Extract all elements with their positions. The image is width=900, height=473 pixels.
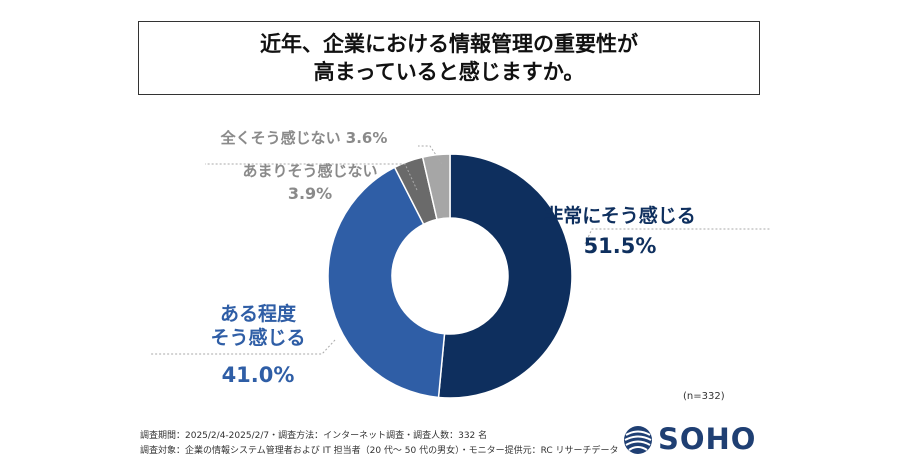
slice-label-2-line-2: そう感じる	[210, 326, 305, 349]
leader-line-3	[205, 163, 418, 191]
donut-slice-1	[437, 153, 573, 399]
soho-logo: SOHO	[622, 422, 772, 456]
donut-slice-4	[421, 153, 451, 221]
logo-text: SOHO	[658, 422, 757, 456]
slice-value-3: 3.9%	[288, 184, 332, 203]
title-box: 近年、企業における情報管理の重要性が 高まっていると感じますか。	[138, 21, 760, 95]
leader-line-2	[150, 339, 336, 355]
logo-globe-icon	[624, 426, 652, 454]
slice-label-3-line-1: あまりそう感じない	[242, 162, 377, 180]
title-line-1: 近年、企業における情報管理の重要性が	[260, 31, 638, 56]
slice-label-2-line-1: ある程度	[220, 302, 297, 325]
title-line-2: 高まっていると感じますか。	[313, 60, 585, 84]
slice-value-2: 41.0%	[222, 363, 295, 387]
leader-line-1	[584, 228, 770, 245]
leader-line-4	[418, 145, 443, 165]
footer-survey-target: 調査対象：企業の情報システム管理者および IT 担当者（20 代〜 50 代の男…	[140, 446, 619, 456]
slice-value-1: 51.5%	[584, 234, 657, 258]
sample-size: (n=332)	[683, 391, 725, 402]
donut-slice-2	[327, 166, 446, 399]
footer-survey-period: 調査期間：2025/2/4-2025/2/7・調査方法：インターネット調査・調査…	[140, 431, 488, 441]
slice-label-1-line-1: 非常にそう感じる	[544, 204, 696, 227]
slice-label-4: 全くそう感じない 3.6%	[220, 129, 388, 147]
